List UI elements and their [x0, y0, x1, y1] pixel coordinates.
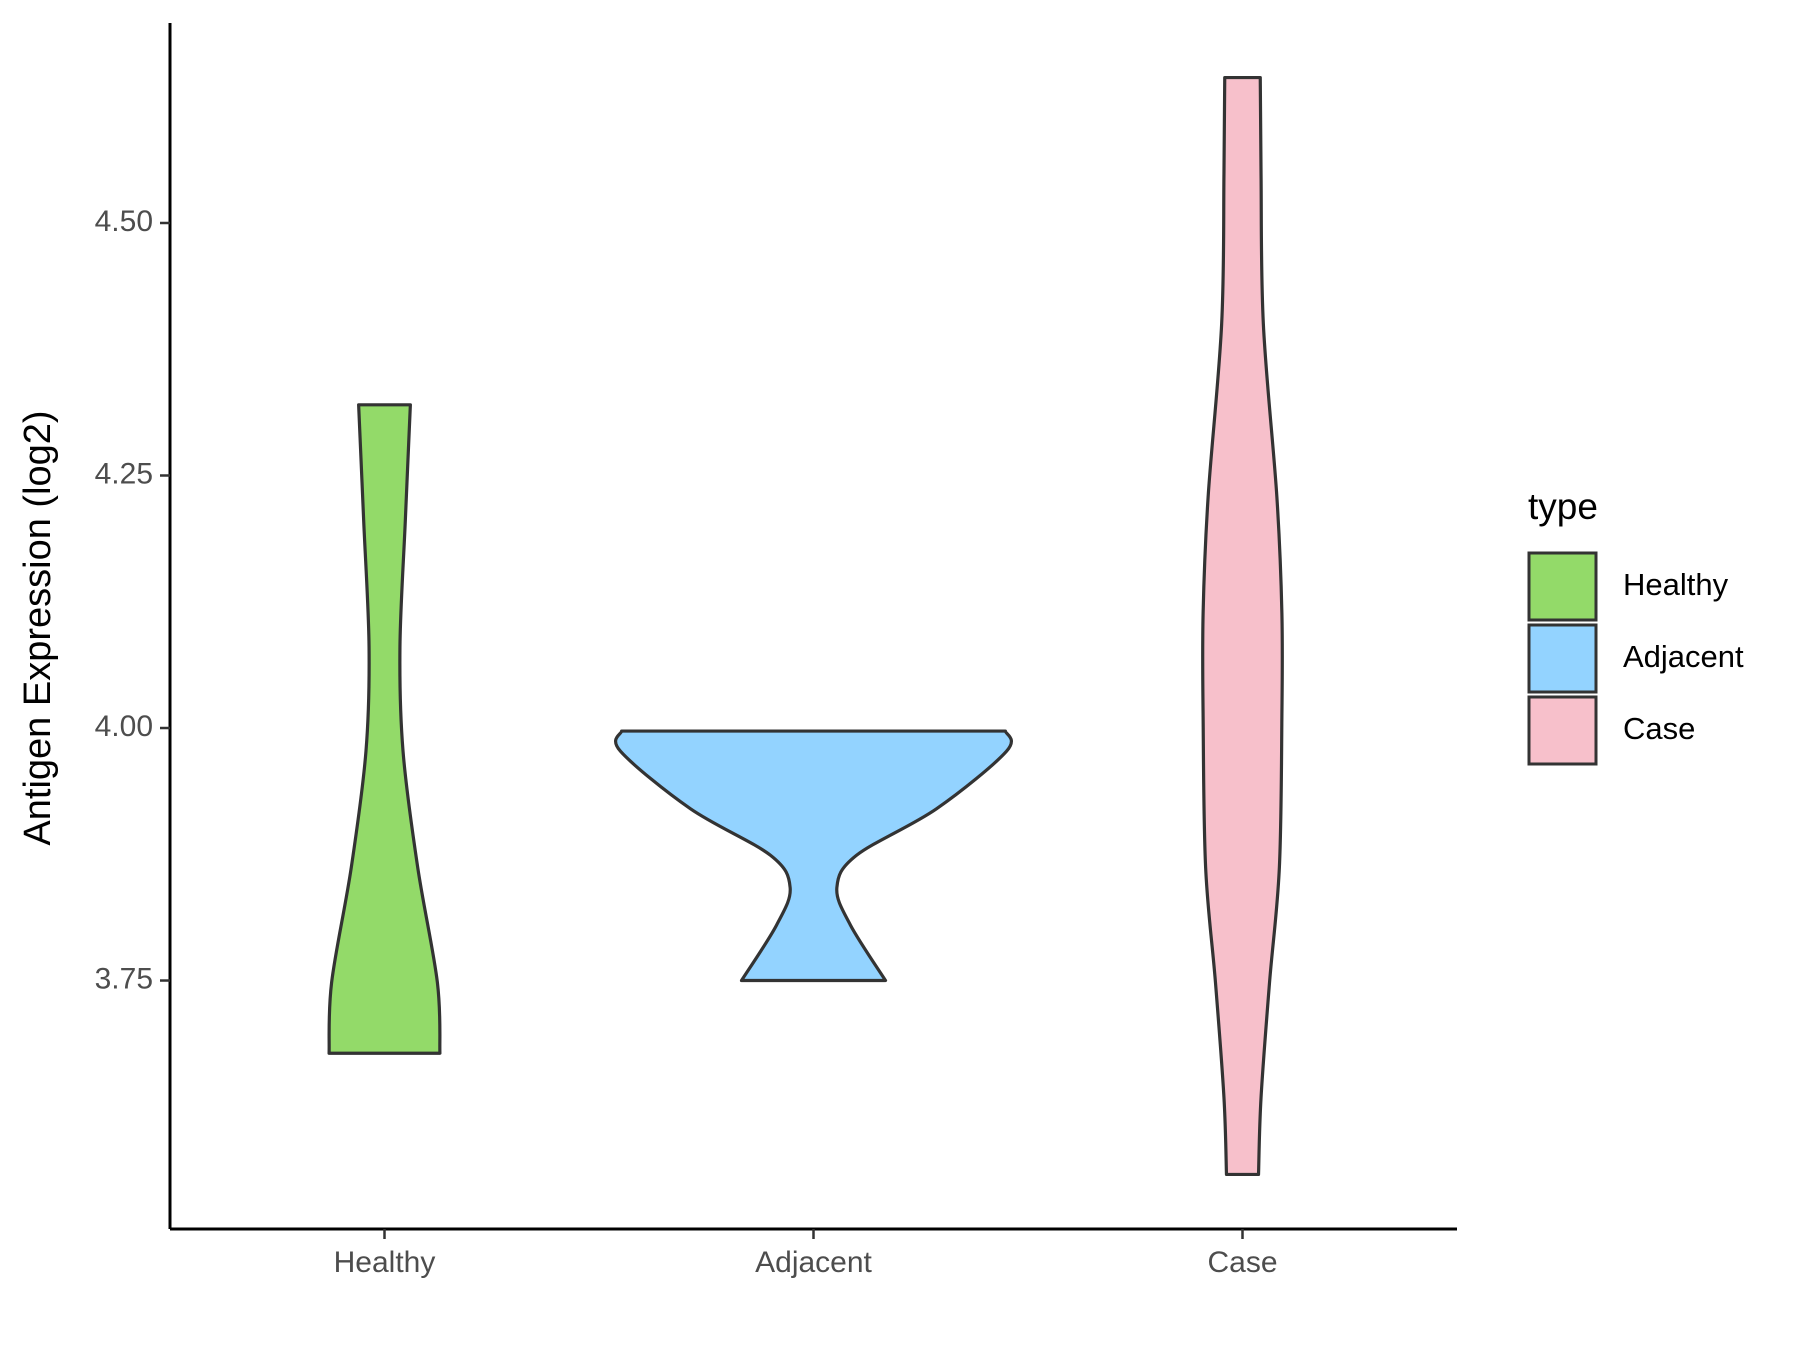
violin: [327, 403, 442, 1055]
legend-key: [1527, 695, 1598, 766]
legend-key: [1527, 623, 1598, 694]
y-tick-label: 3.75: [95, 962, 153, 995]
y-tick-label: 4.00: [95, 710, 153, 743]
legend-key: [1527, 551, 1598, 622]
legend-label: Case: [1623, 711, 1695, 746]
y-axis-title: Antigen Expression (log2): [17, 410, 59, 845]
legend-label: Healthy: [1623, 567, 1729, 602]
legend-title: type: [1528, 486, 1598, 527]
x-tick-label: Healthy: [334, 1246, 436, 1279]
y-tick-label: 4.25: [95, 457, 153, 490]
x-tick-label: Case: [1207, 1246, 1277, 1279]
violin: [1201, 75, 1284, 1177]
legend-label: Adjacent: [1623, 639, 1744, 674]
violin: [614, 729, 1013, 983]
y-tick-label: 4.50: [95, 205, 153, 238]
x-tick-label: Adjacent: [755, 1246, 872, 1279]
